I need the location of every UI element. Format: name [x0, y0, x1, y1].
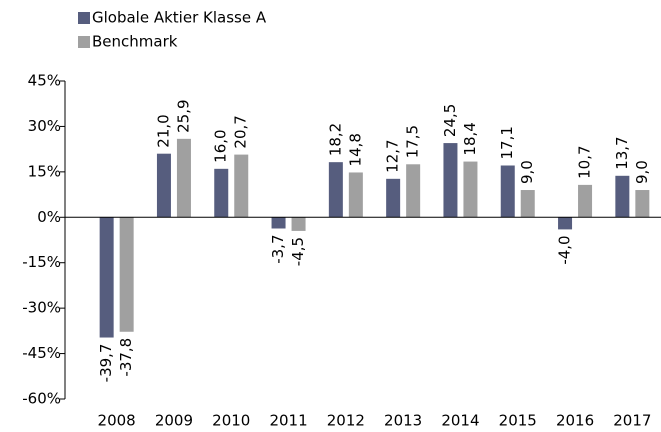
data-label: -4,0 [556, 235, 574, 264]
bar [99, 217, 114, 338]
data-label: 24,5 [441, 104, 459, 137]
legend-swatch [78, 36, 90, 48]
legend-swatch [78, 12, 90, 24]
x-tick-label: 2015 [499, 412, 537, 430]
bar [500, 165, 515, 218]
x-tick-label: 2009 [155, 412, 193, 430]
data-label: 17,1 [498, 126, 516, 159]
bar [214, 168, 229, 218]
bar [386, 178, 401, 218]
data-label: 17,5 [404, 125, 422, 158]
data-label: 18,4 [461, 122, 479, 155]
y-tick-label: -30% [22, 299, 61, 317]
y-tick-label: 15% [28, 162, 61, 180]
x-tick-label: 2014 [441, 412, 479, 430]
y-tick-label: -45% [22, 344, 61, 362]
x-tick-label: 2016 [556, 412, 594, 430]
bar [328, 162, 343, 218]
data-label: 14,8 [346, 133, 364, 166]
bar [348, 172, 363, 218]
bar [406, 164, 421, 218]
data-label: 18,2 [326, 123, 344, 156]
legend-label: Globale Aktier Klasse A [92, 9, 267, 27]
x-tick-label: 2011 [269, 412, 307, 430]
y-tick-label: -15% [22, 253, 61, 271]
data-label: 25,9 [174, 99, 192, 132]
y-tick-label: 45% [28, 72, 61, 90]
bar [291, 217, 306, 231]
bar [635, 190, 650, 218]
x-tick-label: 2017 [613, 412, 651, 430]
data-label: 20,7 [232, 115, 250, 148]
x-tick-label: 2013 [384, 412, 422, 430]
x-tick-label: 2010 [212, 412, 250, 430]
data-label: 12,7 [384, 139, 402, 172]
data-label: -4,5 [289, 237, 307, 266]
data-label: -39,7 [97, 344, 115, 383]
data-label: 13,7 [613, 136, 631, 169]
data-label: -3,7 [269, 234, 287, 263]
bar [520, 190, 535, 218]
bar [463, 161, 478, 218]
bar [578, 184, 593, 218]
bar [156, 153, 171, 218]
bar [443, 143, 458, 218]
y-tick-label: 30% [28, 117, 61, 135]
data-label: 21,0 [154, 114, 172, 147]
x-tick-label: 2012 [327, 412, 365, 430]
bar [271, 217, 286, 229]
bar [119, 217, 134, 332]
y-tick-label: 0% [37, 208, 61, 226]
bar [558, 217, 573, 230]
data-label: 9,0 [518, 160, 536, 184]
y-tick-label: -60% [22, 390, 61, 408]
bar [176, 138, 191, 218]
bar [615, 175, 630, 218]
data-label: 9,0 [633, 160, 651, 184]
bar [234, 154, 249, 218]
data-label: -37,8 [117, 338, 135, 377]
legend-label: Benchmark [92, 33, 178, 51]
data-label: 16,0 [212, 129, 230, 162]
data-label: 10,7 [576, 145, 594, 178]
x-tick-label: 2008 [98, 412, 136, 430]
